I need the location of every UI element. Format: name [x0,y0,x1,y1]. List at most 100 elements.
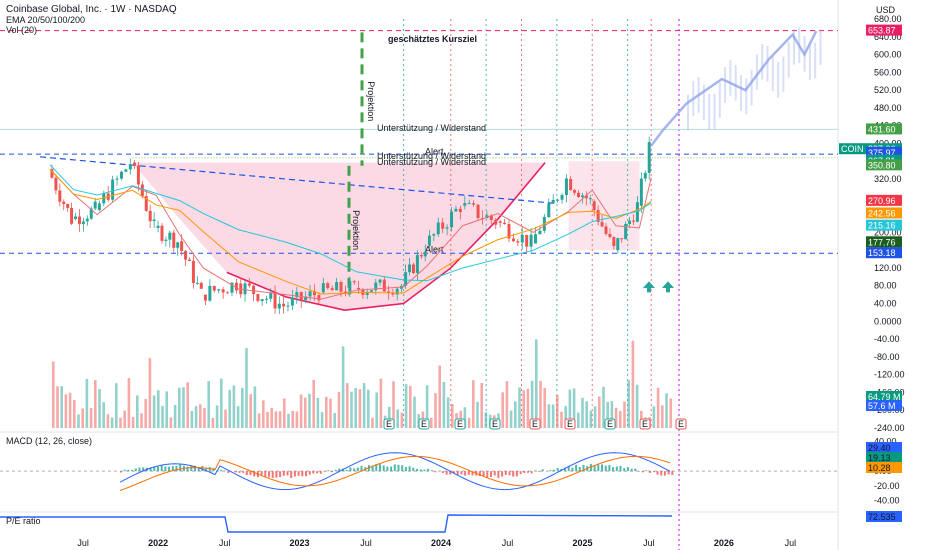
candle-body [616,238,620,251]
candle-body [81,221,85,225]
price-tag-bg [866,236,902,248]
volume-bar [577,412,580,428]
macd-histogram-bar [197,467,200,472]
macd-histogram-bar [645,470,648,472]
candle-body [365,291,369,295]
price-tick-label: -240.00 [874,423,905,433]
handle-zone [568,161,640,251]
volume-bar [518,387,521,428]
volume-bar [430,417,433,428]
price-tick-label: 480.00 [874,103,902,113]
price-tag-bg [866,207,902,219]
macd-histogram-bar [319,471,322,474]
macd-histogram-bar [223,470,226,472]
macd-histogram-bar [641,471,644,473]
volume-bar [60,386,63,428]
candle-body [485,215,489,219]
volume-bar [652,406,656,428]
macd-histogram-bar [556,468,559,472]
volume-bar [665,393,668,428]
volume-bar [270,407,273,428]
candle-body [273,292,277,309]
volume-bar [467,417,471,428]
buy-arrow-icon [643,281,655,293]
volume-bar [509,410,513,428]
macd-histogram-bar [242,471,245,473]
candle-body [168,232,172,240]
candle-body [74,216,78,220]
macd-histogram-bar [293,471,296,477]
volume-bar [245,348,248,428]
candle-body [472,203,476,205]
price-tick-label: 520.00 [874,85,902,95]
candle-body [77,216,81,225]
macd-histogram-bar [601,464,603,472]
ema-legend[interactable]: EMA 20/50/100/200 [6,15,86,25]
volume-bar [119,417,122,428]
volume-bar [283,398,286,428]
chart-title: Coinbase Global, Inc. · 1W · NASDAQ [6,4,177,15]
macd-histogram-bar [219,469,222,472]
volume-bar [278,411,282,428]
time-tick-label: Jul [360,538,372,548]
macd-histogram-bar [353,468,356,472]
volume-bar [68,392,72,428]
candle-body [111,179,115,200]
macd-histogram-bar [460,471,463,475]
time-tick-label: 2026 [714,538,734,548]
macd-histogram-bar [308,471,311,475]
macd-histogram-bar [268,471,270,478]
macd-histogram-bar [652,471,655,473]
candle-body [391,292,395,295]
candle-body [119,171,123,179]
volume-bar [102,402,105,428]
macd-histogram-bar [626,467,629,472]
candle-body [445,227,449,229]
macd-histogram-bar [382,465,385,472]
volume-bar [535,339,538,428]
volume-bar [287,413,290,428]
macd-legend[interactable]: MACD (12, 26, close) [6,436,93,446]
candle-body [339,282,343,292]
volume-bar [480,383,483,428]
target-annotation: geschätztes Kursziel [388,34,477,44]
support-label-1: Unterstützung / Widerstand [377,123,486,133]
macd-histogram-bar [149,467,152,472]
candle-body [115,178,119,180]
candle-body [203,294,207,301]
macd-histogram-bar [201,465,204,472]
time-tick-label: 2024 [431,538,451,548]
candle-body [260,299,264,302]
price-tag-label: 153.18 [868,248,896,258]
volume-bar [85,378,89,428]
time-tick-label: Jul [643,538,655,548]
pe-legend[interactable]: P/E ratio [6,516,41,526]
volume-bar [404,384,408,428]
candle-body [632,220,635,222]
pe-line [0,514,673,533]
macd-histogram-bar [441,471,444,474]
candle-body [230,282,234,293]
candle-body [326,283,330,289]
support-label-3: Unterstützung / Widerstand [377,157,486,167]
candle-body [476,204,480,219]
candle-body [374,282,378,291]
candle-body [612,237,616,247]
earnings-marker-label: E [642,419,648,429]
macd-histogram-bar [345,469,348,472]
volume-legend[interactable]: Vol (20) [6,25,38,35]
macd-histogram-bar [301,471,304,477]
price-tick-label: 80.00 [874,281,897,291]
volume-bar [354,387,357,428]
candle-body [516,241,520,243]
macd-histogram-bar [604,465,607,472]
macd-histogram-bar [264,471,267,478]
volume-bar [236,406,240,428]
candle-body [573,190,577,193]
volume-bar [203,408,206,428]
earnings-marker-label: E [607,419,613,429]
volume-bar [556,395,559,428]
volume-bar [661,405,664,428]
projection-label-top: Projektion [366,81,376,121]
